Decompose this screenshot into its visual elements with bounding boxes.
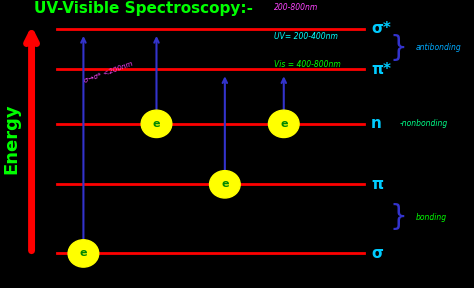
Text: antibonding: antibonding — [416, 43, 462, 52]
Text: e: e — [153, 119, 160, 129]
Text: σ*: σ* — [371, 21, 391, 36]
Text: UV= 200-400nm: UV= 200-400nm — [274, 32, 338, 41]
Text: n: n — [371, 116, 382, 131]
Text: bonding: bonding — [416, 213, 447, 222]
Text: 200-800nm: 200-800nm — [274, 3, 319, 12]
Text: σ: σ — [371, 246, 383, 261]
Text: }: } — [390, 203, 408, 232]
Text: π: π — [371, 177, 383, 192]
Text: Vis = 400-800nm: Vis = 400-800nm — [274, 60, 341, 69]
Text: Energy: Energy — [2, 103, 20, 174]
Text: π*: π* — [371, 62, 391, 77]
Text: UV-Visible Spectroscopy:-: UV-Visible Spectroscopy:- — [34, 1, 253, 16]
Ellipse shape — [141, 110, 172, 138]
Ellipse shape — [210, 170, 240, 198]
Text: σ→σ* <200nm: σ→σ* <200nm — [83, 60, 134, 84]
Text: }: } — [390, 33, 408, 62]
Text: e: e — [221, 179, 228, 189]
Ellipse shape — [68, 240, 99, 267]
Ellipse shape — [268, 110, 299, 138]
Text: e: e — [80, 249, 87, 258]
Text: e: e — [280, 119, 288, 129]
Text: -nonbonding: -nonbonding — [399, 119, 447, 128]
